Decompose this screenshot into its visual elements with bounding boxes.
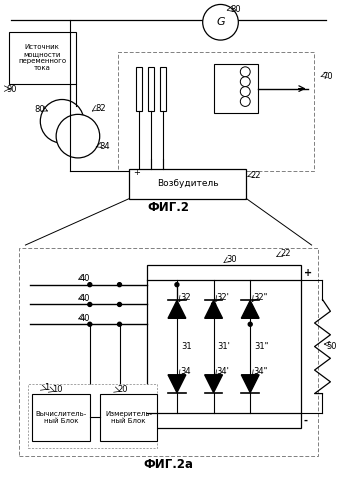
Circle shape <box>56 114 100 158</box>
Bar <box>33 394 90 441</box>
Text: 34': 34' <box>217 368 230 376</box>
Text: Измеритель-
ный Блок: Измеритель- ный Блок <box>105 411 152 424</box>
Text: 10: 10 <box>52 385 63 394</box>
Bar <box>136 67 142 112</box>
Text: 20: 20 <box>118 385 128 394</box>
Polygon shape <box>241 300 259 318</box>
Circle shape <box>118 282 121 286</box>
Bar <box>147 265 301 428</box>
Text: 84: 84 <box>100 142 110 150</box>
Bar <box>28 384 157 448</box>
Text: Вычислитель-
ный Блок: Вычислитель- ный Блок <box>36 411 87 424</box>
Text: 40: 40 <box>80 294 91 303</box>
Circle shape <box>240 86 250 97</box>
Text: ФИГ.2: ФИГ.2 <box>147 201 189 214</box>
Text: 32": 32" <box>253 293 267 302</box>
Text: 31": 31" <box>254 342 268 350</box>
Bar <box>100 394 157 441</box>
Bar <box>214 64 258 114</box>
Text: 50: 50 <box>326 342 337 350</box>
Text: ФИГ.2а: ФИГ.2а <box>143 458 193 471</box>
Circle shape <box>248 322 252 326</box>
Circle shape <box>240 96 250 106</box>
Polygon shape <box>205 375 222 392</box>
Text: Возбудитель: Возбудитель <box>157 179 219 188</box>
Bar <box>160 67 166 112</box>
Text: +: + <box>304 268 312 278</box>
Circle shape <box>240 67 250 76</box>
Circle shape <box>88 322 92 326</box>
Bar <box>19 248 318 456</box>
Text: -: - <box>304 416 308 426</box>
Polygon shape <box>168 300 186 318</box>
Bar <box>118 52 314 171</box>
Text: 31': 31' <box>218 342 231 350</box>
Text: 22: 22 <box>250 171 261 180</box>
Polygon shape <box>205 300 222 318</box>
Text: 32': 32' <box>217 293 230 302</box>
Circle shape <box>212 302 216 306</box>
Text: 40: 40 <box>80 314 91 323</box>
Text: 1: 1 <box>44 383 49 392</box>
Circle shape <box>40 100 84 143</box>
Text: 80: 80 <box>231 5 241 14</box>
Bar <box>148 67 154 112</box>
Circle shape <box>88 282 92 286</box>
Bar <box>8 32 76 84</box>
Text: 40: 40 <box>80 274 91 283</box>
Circle shape <box>118 322 121 326</box>
Text: 34: 34 <box>180 368 191 376</box>
Text: 70: 70 <box>322 72 333 81</box>
Text: 80: 80 <box>35 105 45 114</box>
Circle shape <box>203 4 238 40</box>
Polygon shape <box>241 375 259 392</box>
Text: 82: 82 <box>96 104 106 113</box>
Text: +: + <box>133 168 140 177</box>
Circle shape <box>175 282 179 286</box>
Text: Источник
мощности
переменного
тока: Источник мощности переменного тока <box>18 44 66 72</box>
Circle shape <box>118 302 121 306</box>
Text: G: G <box>216 18 225 28</box>
Text: 32: 32 <box>180 293 191 302</box>
Circle shape <box>88 302 92 306</box>
Circle shape <box>240 76 250 86</box>
Text: 31: 31 <box>181 342 192 350</box>
Bar <box>129 169 246 198</box>
Text: 90: 90 <box>7 85 17 94</box>
Text: 30: 30 <box>226 256 237 264</box>
Polygon shape <box>168 375 186 392</box>
Text: 34": 34" <box>253 368 267 376</box>
Text: 22: 22 <box>280 250 291 258</box>
